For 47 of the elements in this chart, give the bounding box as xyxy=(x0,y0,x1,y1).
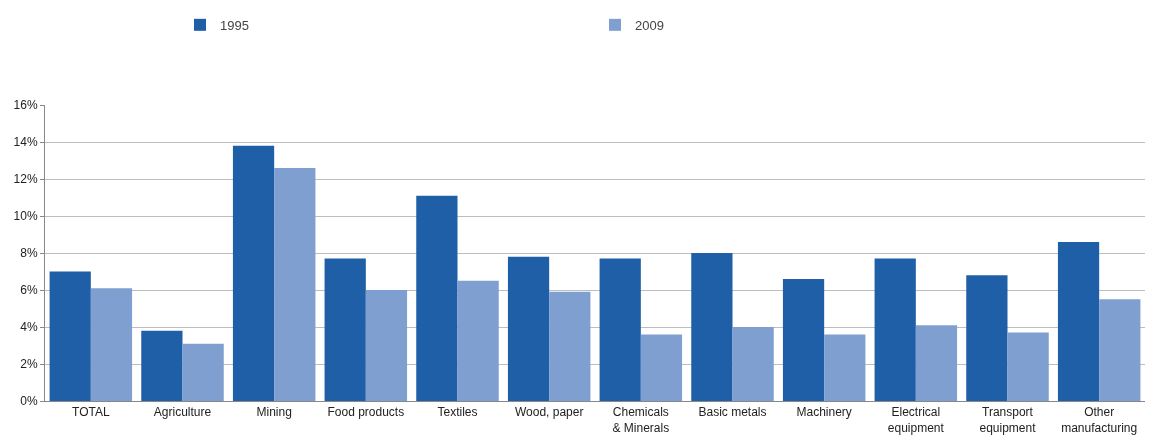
bar xyxy=(915,325,958,401)
y-tick-label: 14% xyxy=(13,135,38,150)
bar xyxy=(732,327,774,401)
x-tick-label: Electrical equipment xyxy=(887,405,945,435)
y-tick-label: 0% xyxy=(20,394,38,409)
legend-label: 2009 xyxy=(635,17,664,33)
x-tick-label: TOTAL xyxy=(72,405,110,420)
bar xyxy=(182,343,224,401)
x-tick-label: Agriculture xyxy=(153,405,212,420)
bar xyxy=(1007,332,1049,401)
x-tick-label: Transport equipment xyxy=(979,405,1037,435)
bar xyxy=(966,275,1008,401)
legend-label: 1995 xyxy=(220,17,249,33)
bar xyxy=(507,256,550,401)
bar xyxy=(416,195,458,401)
bar xyxy=(549,291,591,401)
y-tick-label: 12% xyxy=(13,172,38,187)
x-tick-label: Wood, paper xyxy=(514,405,584,420)
bar xyxy=(365,290,408,401)
bar xyxy=(599,258,641,401)
x-tick-label: Chemicals & Minerals xyxy=(612,405,670,435)
bar xyxy=(691,253,733,401)
y-tick-label: 10% xyxy=(13,209,38,224)
x-tick-label: Other manufacturing xyxy=(1061,405,1138,435)
x-tick-label: Machinery xyxy=(796,405,852,420)
x-tick-label: Mining xyxy=(256,405,292,420)
bar xyxy=(874,258,916,401)
y-tick-label: 16% xyxy=(13,98,38,113)
bar xyxy=(640,334,683,401)
y-tick-label: 4% xyxy=(20,320,38,335)
bar xyxy=(824,334,866,401)
bar xyxy=(457,280,499,401)
bar xyxy=(324,258,366,401)
bar xyxy=(232,145,275,401)
bar xyxy=(1099,299,1141,401)
x-tick-label: Food products xyxy=(327,405,405,420)
bar xyxy=(274,167,316,401)
bar xyxy=(49,271,91,401)
bar xyxy=(90,288,133,401)
bar xyxy=(782,278,825,401)
y-tick-label: 2% xyxy=(20,357,38,372)
bar xyxy=(141,330,183,401)
y-tick-label: 8% xyxy=(20,246,38,261)
bar xyxy=(1057,241,1100,401)
y-tick-label: 6% xyxy=(20,283,38,298)
x-tick-label: Textiles xyxy=(437,405,478,420)
x-tick-label: Basic metals xyxy=(698,405,767,420)
